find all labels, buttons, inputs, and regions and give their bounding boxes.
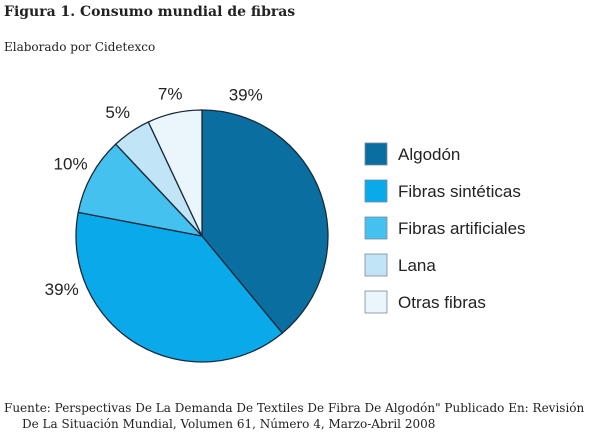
- source-note: Fuente: Perspectivas De La Demanda De Te…: [4, 400, 584, 432]
- legend-label-1: Fibras sintéticas: [398, 182, 521, 201]
- pie-slice-2: [77, 143, 204, 238]
- source-line-2: De La Situación Mundial, Volumen 61, Núm…: [22, 417, 436, 431]
- legend-swatch-4: [364, 290, 388, 314]
- legend-swatch-1: [364, 179, 388, 203]
- legend-label-3: Lana: [398, 256, 436, 275]
- legend-swatch-3: [364, 253, 388, 277]
- slice-label-4: 7%: [158, 85, 183, 104]
- slice-label-2: 10%: [54, 155, 88, 174]
- legend-swatch-0: [364, 142, 388, 166]
- pie-slice-0: [201, 109, 329, 335]
- chart-title: Figura 1. Consumo mundial de fibras: [4, 4, 296, 20]
- pie-slice-1: [75, 211, 284, 363]
- slice-label-3: 5%: [105, 103, 130, 122]
- chart-subtitle: Elaborado por Cidetexco: [4, 40, 156, 54]
- slice-label-1: 39%: [45, 280, 79, 299]
- slice-label-0: 39%: [229, 86, 263, 105]
- source-line-1: Fuente: Perspectivas De La Demanda De Te…: [4, 401, 585, 415]
- legend-swatch-2: [364, 216, 388, 240]
- legend-label-0: Algodón: [398, 145, 460, 164]
- legend-label-2: Fibras artificiales: [398, 219, 526, 238]
- legend-label-4: Otras fibras: [398, 293, 486, 312]
- pie-slice-4: [147, 109, 203, 237]
